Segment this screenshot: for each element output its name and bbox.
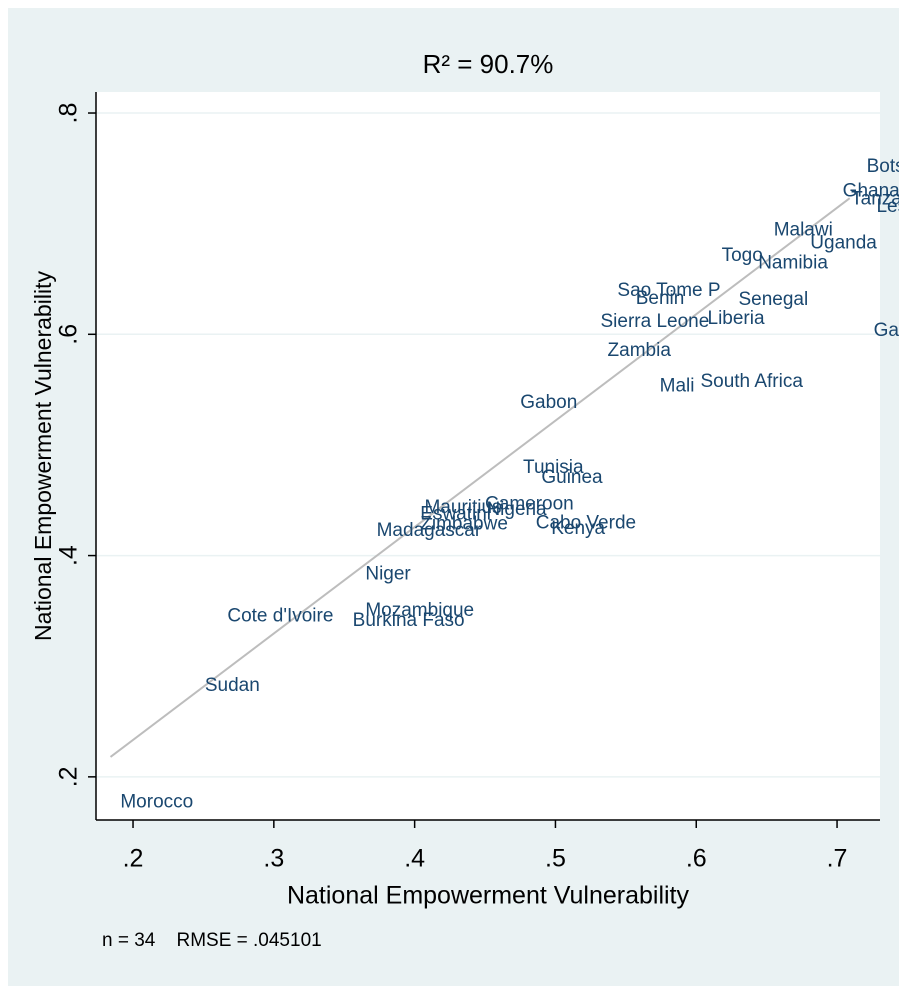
point-label: Mozambique: [365, 600, 474, 621]
x-tick-label: .5: [545, 845, 566, 873]
point-label: Cote d'Ivoire: [227, 605, 333, 626]
point-label: Malawi: [774, 219, 833, 240]
y-tick-label: .4: [55, 545, 83, 566]
point-label: Botswana: [867, 156, 899, 177]
point-label: Namibia: [758, 253, 828, 274]
grid: [96, 112, 880, 778]
point-label: Gabon: [520, 392, 577, 413]
point-label: Lesotho: [876, 196, 899, 217]
point-label: Senegal: [738, 289, 808, 310]
x-tick-label: .4: [404, 845, 425, 873]
point-label: Cameroon: [485, 494, 574, 515]
y-tick-label: .8: [55, 103, 83, 124]
footnote: n = 34 RMSE = .045101: [102, 930, 322, 951]
fit-line: [109, 197, 851, 758]
y-tick-label: .2: [55, 766, 83, 787]
point-label: Sao Tome P: [617, 280, 720, 301]
point-label: Zimbabwe: [420, 514, 508, 535]
point-label: Guinea: [541, 467, 603, 488]
point-label: Gambia: [874, 320, 899, 341]
point-label: Benin: [636, 288, 685, 309]
point-label: Togo: [722, 245, 763, 266]
point-label: Madagascar: [377, 520, 482, 541]
point-label: Liberia: [708, 308, 765, 329]
point-label: Kenya: [551, 518, 605, 539]
point-label: Burkina Faso: [353, 610, 465, 631]
point-label: Sudan: [205, 675, 260, 696]
x-tick-label: .2: [123, 845, 144, 873]
x-axis-title: National Empowerment Vulnerability: [287, 882, 690, 910]
point-label: Tunisia: [523, 457, 584, 478]
point-label: Morocco: [120, 791, 193, 812]
x-tick-label: .6: [686, 845, 707, 873]
marks: Morocco Sudan Cote d'Ivoire Burkina FasoMoz…: [109, 156, 899, 812]
plot-region: [96, 92, 880, 820]
x-tick-label: .7: [827, 845, 848, 873]
y-tick-label: .6: [55, 324, 83, 345]
point-label: Ghana: [843, 181, 899, 202]
point-label: Mali: [660, 375, 695, 396]
point-label: Uganda: [810, 233, 877, 254]
point-label: South Africa: [700, 371, 803, 392]
y-axis-title: National Empowerment Vulnerability: [30, 271, 56, 641]
point-label: Sierra Leone: [601, 311, 710, 332]
x-tick-label: .3: [263, 845, 284, 873]
point-label: Eswatini: [420, 504, 491, 525]
chart-title: R² = 90.7%: [423, 49, 554, 79]
point-label: Niger: [365, 563, 411, 584]
point-label: Mauritius: [424, 497, 501, 518]
point-label: Cabo Verde: [536, 513, 636, 534]
point-label: Nigeria: [486, 499, 547, 520]
point-label: Zambia: [608, 340, 672, 361]
point-label: Tanzania: [851, 188, 899, 209]
